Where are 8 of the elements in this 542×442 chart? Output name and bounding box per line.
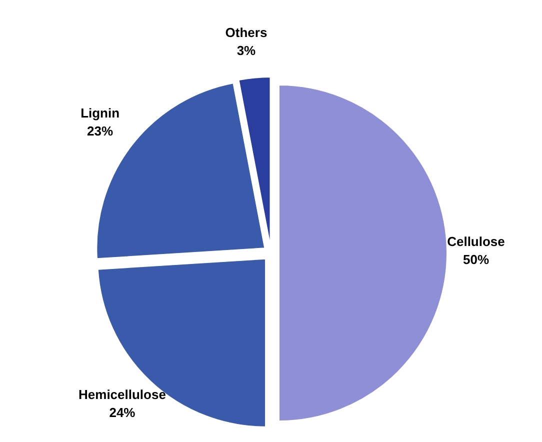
slice-label: Others <box>225 24 268 40</box>
data-label: 3% <box>236 42 256 58</box>
data-label: 24% <box>109 405 136 420</box>
slice-label: Lignin <box>80 105 120 120</box>
slice-label: Hemicellulose <box>78 387 166 402</box>
slice-label: Cellulose <box>447 234 505 249</box>
data-label: 23% <box>87 123 114 138</box>
data-label: 50% <box>462 252 490 267</box>
